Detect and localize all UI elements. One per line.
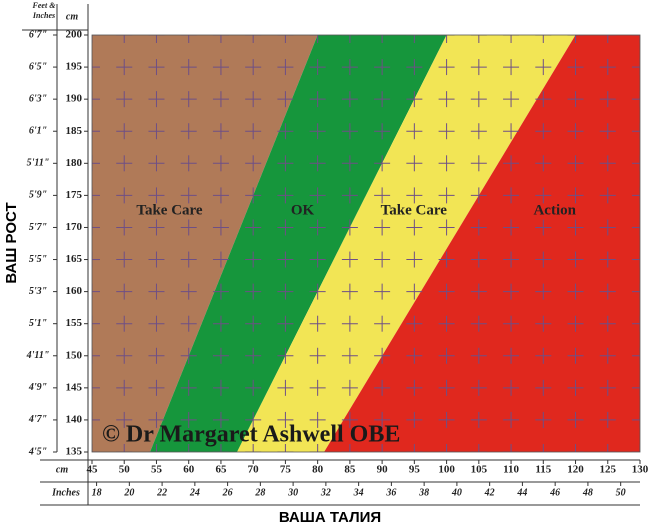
y2-tick-label: 6'3" — [29, 93, 47, 104]
zone — [92, 35, 318, 452]
x-axis-title: ВАША ТАЛИЯ — [279, 509, 381, 526]
y2-tick-label: 6'5" — [29, 61, 47, 72]
y-tick-label: 160 — [66, 285, 83, 297]
y-tick-label: 190 — [66, 93, 83, 105]
x-tick-label: 105 — [471, 464, 488, 476]
y-tick-label: 185 — [66, 125, 83, 137]
x2-tick-label: 44 — [516, 487, 527, 498]
x-tick-label: 55 — [151, 464, 163, 476]
zone-label: Take Care — [136, 202, 203, 218]
y-tick-label: 155 — [66, 317, 83, 329]
x-tick-label: 50 — [119, 464, 131, 476]
y-tick-label: 170 — [66, 221, 83, 233]
x-tick-label: 65 — [215, 464, 227, 476]
zone-label: OK — [291, 202, 315, 218]
x-tick-label: 110 — [503, 464, 519, 476]
x-unit-label: cm — [56, 464, 68, 475]
zone — [324, 35, 640, 452]
x-tick-label: 85 — [344, 464, 356, 476]
y-tick-label: 135 — [66, 446, 83, 458]
x2-unit-label: Inches — [51, 487, 80, 498]
y-tick-label: 195 — [66, 61, 83, 73]
x2-tick-label: 20 — [123, 487, 134, 498]
x2-tick-label: 34 — [353, 487, 364, 498]
x-tick-label: 60 — [183, 464, 195, 476]
x2-tick-label: 46 — [549, 487, 560, 498]
x2-tick-label: 38 — [418, 487, 429, 498]
y2-tick-label: 6'1" — [29, 126, 47, 137]
x-tick-label: 80 — [312, 464, 324, 476]
plot-border — [91, 34, 641, 453]
y2-tick-label: 6'7" — [29, 29, 47, 40]
y2-tick-label: 4'7" — [28, 414, 47, 425]
x-tick-label: 100 — [438, 464, 455, 476]
x2-tick-label: 26 — [222, 487, 233, 498]
x-tick-label: 45 — [87, 464, 99, 476]
y-tick-label: 180 — [66, 157, 83, 169]
x2-tick-label: 32 — [320, 487, 331, 498]
y2-tick-label: 5'9" — [29, 190, 47, 201]
y-tick-label: 140 — [66, 413, 83, 425]
y2-tick-label: 4'9" — [28, 382, 47, 393]
y-tick-label: 150 — [66, 349, 83, 361]
x2-tick-label: 22 — [156, 487, 167, 498]
zone-label: Take Care — [381, 202, 448, 218]
x2-tick-label: 28 — [254, 487, 265, 498]
y2-tick-label: 5'3" — [29, 286, 47, 297]
zone — [237, 35, 576, 452]
y-tick-label: 175 — [66, 189, 83, 201]
x-tick-label: 75 — [280, 464, 292, 476]
y-tick-label: 200 — [66, 29, 83, 41]
x2-tick-label: 50 — [616, 487, 626, 498]
zones — [92, 35, 640, 452]
y-tick-label: 165 — [66, 253, 83, 265]
y2-unit-label: Feet & Inches — [32, 1, 56, 20]
x2-tick-label: 48 — [582, 487, 593, 498]
x-tick-label: 95 — [409, 464, 421, 476]
y2-tick-label: 5'1" — [29, 318, 47, 329]
x2-tick-label: 18 — [92, 487, 102, 498]
x2-tick-label: 40 — [451, 487, 462, 498]
x2-tick-label: 36 — [385, 487, 396, 498]
x2-tick-label: 24 — [189, 487, 200, 498]
x-tick-label: 90 — [377, 464, 389, 476]
zone — [150, 35, 447, 452]
y-unit-label: cm — [66, 11, 78, 22]
zone-label: Action — [533, 202, 576, 218]
y2-tick-label: 4'5" — [28, 446, 47, 457]
y-tick-label: 145 — [66, 381, 83, 393]
x2-tick-label: 42 — [484, 487, 495, 498]
plot-area: Take Care OK Take Care Action — [91, 34, 641, 453]
x-tick-label: 115 — [535, 464, 551, 476]
annotation: © Dr Margaret Ashwell OBE — [102, 422, 400, 448]
y2-tick-label: 5'11" — [27, 158, 50, 169]
y2-tick-label: 5'5" — [29, 254, 47, 265]
y2-tick-label: 5'7" — [29, 222, 47, 233]
x2-tick-label: 30 — [287, 487, 298, 498]
y-axis-title: ВАШ РОСТ — [3, 202, 20, 283]
x-tick-label: 70 — [248, 464, 260, 476]
x-tick-label: 130 — [632, 464, 649, 476]
x-tick-label: 125 — [600, 464, 617, 476]
x-tick-label: 120 — [567, 464, 584, 476]
y2-tick-label: 4'11" — [26, 350, 50, 361]
